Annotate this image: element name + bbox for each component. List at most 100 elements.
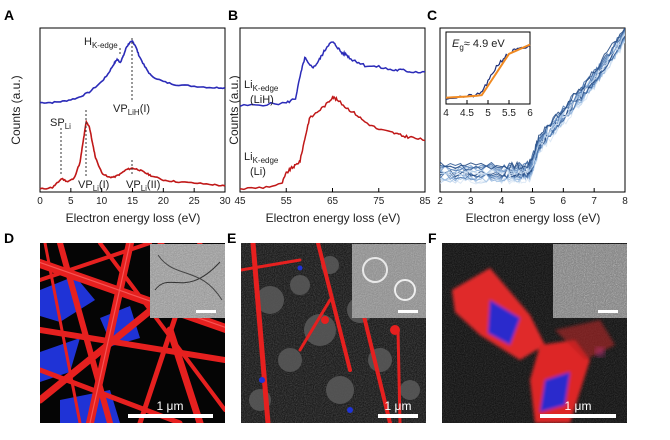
- panel-e-sem-scalebar: [398, 310, 418, 313]
- panel-a-tick-label: 15: [127, 196, 139, 207]
- panel-e-fiber-5: [298, 298, 332, 352]
- panel-d-fiber-7: [40, 243, 152, 282]
- panel-e-red-2: [390, 325, 400, 335]
- panel-b-label: B: [228, 7, 238, 23]
- panel-f: F 1 μm: [428, 230, 627, 423]
- panel-d-image: [40, 243, 225, 423]
- panel-d-fiber-5: [40, 327, 225, 363]
- panel-f-scalebar: [540, 414, 616, 418]
- panel-b-ann-bot-2: (Li): [250, 166, 266, 178]
- panel-c-inset-xticks: 4 4.5 5 5.5 6: [443, 100, 533, 119]
- panel-b-line-li: [239, 95, 426, 191]
- panel-b-tick-label: 45: [234, 196, 246, 207]
- panel-d-highlight-2: [89, 243, 131, 423]
- panel-c-label: C: [427, 7, 437, 23]
- panel-f-scalebar-label: 1 μm: [565, 399, 592, 413]
- panel-d-sem-inset: [150, 244, 225, 318]
- panel-b-series: [239, 41, 426, 191]
- panel-a-ylabel: Counts (a.u.): [9, 75, 23, 144]
- panel-e-fiber-1: [250, 243, 271, 423]
- panel-d-sem-scalebar: [196, 310, 216, 313]
- panel-f-particle-blue-1: [488, 300, 520, 345]
- panel-a-tick-label: 20: [158, 196, 170, 207]
- panel-a-line-li: [39, 119, 226, 190]
- panel-c-inset-tick-label: 4.5: [460, 108, 474, 119]
- panel-b-tick-label: 85: [419, 196, 431, 207]
- panel-c-inset-line-data: [445, 45, 531, 100]
- panel-f-image: [442, 243, 627, 423]
- panel-a-tick-label: 30: [219, 196, 231, 207]
- panel-b-xlabel: Electron energy loss (eV): [266, 211, 401, 225]
- panel-e: E: [227, 230, 426, 423]
- panel-c-line-spectrum-6: [440, 37, 625, 180]
- panel-a-tick-label: 5: [68, 196, 74, 207]
- panel-a-ann-vpli1: VPLi(I): [78, 179, 109, 193]
- panel-e-scalebar: [378, 414, 418, 418]
- panel-a-xticks: 0 5 10 15 20 25 30: [37, 188, 231, 207]
- panel-f-particle: [452, 268, 615, 423]
- panel-d-label: D: [4, 230, 14, 246]
- panel-e-pore-1: [256, 286, 284, 314]
- panel-c-tick-label: 6: [561, 196, 567, 207]
- panel-d-sem-fiber-2: [157, 254, 223, 301]
- panel-b-ann-bot: LiK-edge: [244, 151, 279, 165]
- panel-d-fiber-10: [98, 243, 225, 412]
- panel-c-tick-label: 3: [468, 196, 474, 207]
- panel-e-sem-shape-2: [394, 279, 416, 301]
- panel-e-fiber-6: [396, 328, 402, 423]
- panel-f-particle-blue-2: [540, 372, 570, 412]
- panel-e-red-spots: [321, 316, 400, 335]
- panel-e-scalebar-label: 1 μm: [385, 399, 412, 413]
- panel-e-pore-2: [290, 275, 310, 295]
- panel-c-line-spectrum-12: [440, 31, 625, 175]
- panel-f-magenta-spot: [595, 347, 605, 357]
- panel-a-tick-label: 10: [96, 196, 108, 207]
- panel-b-tick-label: 55: [281, 196, 293, 207]
- panel-f-sem-inset: [553, 244, 627, 318]
- panel-d-scalebar-label: 1 μm: [157, 399, 184, 413]
- panel-e-fibers: [241, 243, 402, 423]
- panel-a: A Counts (a.u.) 0 5 10 15 20 25 30 Electron en…: [4, 7, 231, 225]
- panel-c-inset-tick-label: 5.5: [502, 108, 516, 119]
- panel-c-tick-label: 7: [591, 196, 597, 207]
- panel-e-pore-7: [326, 376, 354, 404]
- panel-c: C 2 3 4 5 6 7 8 Electron energy loss (eV) Eg≈ …: [427, 7, 628, 225]
- panel-b-ann-top: LiK-edge: [244, 79, 279, 93]
- panel-a-tick-label: 25: [189, 196, 201, 207]
- panel-d: D: [4, 230, 225, 423]
- panel-c-inset-line-fit: [445, 43, 531, 99]
- panel-a-line-lih: [39, 40, 226, 105]
- panel-b: B Counts (a.u.) 45 55 65 75 85 Electron ener…: [227, 7, 431, 225]
- panel-c-inset-tick-label: 5: [485, 108, 491, 119]
- panel-e-fiber-3: [316, 243, 352, 372]
- panel-e-blue-1: [259, 377, 265, 383]
- panel-b-ann-top-2: (LiH): [250, 94, 274, 106]
- panel-e-blue-2: [347, 407, 353, 413]
- panel-c-tick-label: 8: [622, 196, 628, 207]
- panel-b-tick-label: 75: [373, 196, 385, 207]
- panel-c-line-spectrum-16: [440, 28, 625, 170]
- panel-e-red-1: [321, 316, 329, 324]
- panel-e-blue-3: [297, 265, 303, 271]
- panel-c-tick-label: 2: [437, 196, 443, 207]
- panel-f-label: F: [428, 230, 437, 246]
- panel-e-fiber-2: [241, 258, 302, 272]
- panel-e-pore-4: [278, 348, 302, 372]
- panel-e-label: E: [227, 230, 236, 246]
- panel-c-inset-tick-label: 6: [527, 108, 533, 119]
- panel-b-ylabel: Counts (a.u.): [227, 75, 241, 144]
- panel-f-sem-scalebar: [598, 310, 618, 313]
- panel-b-tick-label: 65: [327, 196, 339, 207]
- panel-c-inset-frame: [445, 31, 531, 105]
- panel-f-sem-texture: [553, 244, 627, 318]
- panel-a-ann-vplih: VPLiH(I): [113, 103, 150, 117]
- panel-e-sem-inset: [352, 244, 426, 318]
- panel-d-sem-fiber-1: [154, 261, 221, 291]
- panel-a-tick-label: 0: [37, 196, 43, 207]
- panel-d-scalebar: [128, 414, 213, 418]
- panel-c-tick-label: 5: [530, 196, 536, 207]
- panel-a-ann-vpli2: VPLi(II): [126, 179, 160, 193]
- panel-e-blue-spots: [259, 265, 353, 413]
- panel-b-frame: [239, 27, 426, 193]
